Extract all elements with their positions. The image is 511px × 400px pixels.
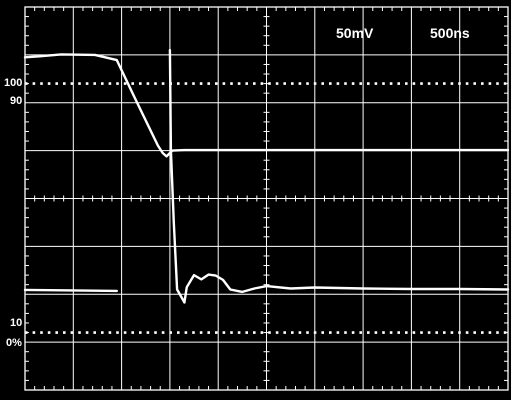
time-per-div-label: 500ns (430, 25, 470, 41)
waveform-traces (23, 48, 510, 304)
waveform-trace (168, 48, 186, 304)
ref-label-90: 90 (10, 95, 22, 107)
ref-label-10: 10 (10, 317, 22, 329)
ref-label-100: 100 (4, 77, 22, 89)
volts-per-div-label: 50mV (336, 25, 374, 41)
waveform-trace (23, 288, 119, 293)
ref-label-0: 0% (6, 337, 22, 349)
waveform-trace (23, 53, 510, 158)
waveform-trace (183, 273, 510, 304)
